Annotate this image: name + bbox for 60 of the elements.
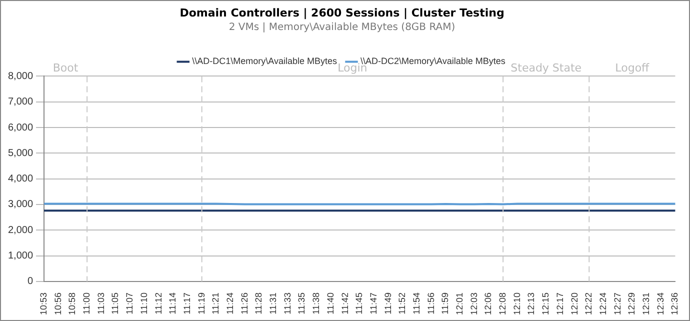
chart-subtitle: 2 VMs | Memory\Available MBytes (8GB RAM)	[228, 22, 456, 33]
x-tick-label: 11:12	[153, 292, 164, 314]
x-tick-label: 12:27	[612, 292, 622, 316]
x-tick-label: 12:24	[598, 292, 608, 316]
x-tick-label: 11:35	[296, 292, 307, 314]
x-tick-label: 11:17	[182, 292, 192, 314]
x-tick-label: 10:53	[38, 292, 49, 316]
x-tick-label: 11:42	[340, 292, 350, 314]
y-tick-label: 3,000	[8, 199, 34, 210]
x-tick-label: 12:10	[512, 292, 522, 316]
x-tick-label: 11:05	[110, 292, 120, 314]
chart-title: Domain Controllers | 2600 Sessions | Cluster Testing	[180, 6, 504, 20]
x-tick-label: 11:59	[440, 292, 450, 314]
x-tick-label: 11:07	[124, 292, 135, 314]
x-tick-label: 12:20	[569, 292, 580, 316]
x-tick-label: 11:28	[254, 292, 264, 314]
x-tick-label: 11:31	[268, 292, 278, 314]
x-tick-label: 12:03	[468, 292, 479, 316]
x-tick-label: 11:33	[282, 292, 292, 314]
x-tick-label: 10:58	[67, 292, 78, 316]
y-tick-label: 2,000	[8, 224, 34, 236]
x-tick-label: 11:00	[82, 292, 92, 314]
x-tick-label: 12:22	[584, 292, 594, 316]
x-tick-label: 11:49	[382, 292, 393, 314]
x-tick-label: 11:45	[354, 292, 364, 314]
x-tick-label: 11:26	[239, 292, 250, 314]
x-tick-label: 12:36	[670, 292, 680, 316]
x-tick-label: 11:14	[168, 292, 178, 314]
x-tick-label: 11:56	[426, 292, 436, 314]
x-tick-label: 12:34	[655, 292, 666, 316]
y-tick-label: 6,000	[8, 122, 34, 134]
x-tick-label: 11:24	[224, 292, 235, 314]
x-tick-label: 12:29	[626, 292, 637, 316]
x-tick-label: 12:15	[540, 292, 551, 316]
x-tick-label: 12:08	[498, 292, 508, 316]
y-tick-label: 8,000	[8, 70, 34, 82]
y-tick-label: 5,000	[8, 148, 34, 159]
ref-line-label: Steady State	[510, 62, 582, 75]
x-tick-label: 10:56	[52, 292, 63, 316]
x-tick-label: 12:06	[483, 292, 494, 316]
x-tick-label: 12:17	[554, 292, 565, 316]
x-tick-label: 11:19	[196, 292, 206, 314]
x-tick-label: 11:38	[311, 292, 322, 314]
x-tick-label: 11:21	[210, 292, 221, 314]
y-tick-label: 0	[27, 276, 34, 288]
x-tick-label: 11:47	[368, 292, 378, 314]
x-tick-label: 12:31	[640, 292, 651, 316]
x-tick-label: 12:01	[454, 292, 465, 316]
x-tick-label: 11:54	[411, 292, 422, 314]
x-tick-label: 11:10	[138, 292, 149, 314]
ref-line-label: Boot	[52, 62, 79, 75]
x-tick-label: 12:13	[526, 292, 536, 316]
x-tick-label: 11:40	[325, 292, 336, 314]
x-tick-label: 11:52	[397, 292, 408, 314]
y-tick-label: 1,000	[8, 250, 34, 262]
y-tick-label: 7,000	[8, 96, 34, 108]
text: Logoff	[615, 62, 650, 75]
x-tick-label: 11:03	[96, 292, 106, 314]
legend-label: \\AD-DC1\Memory\Available MBytes	[192, 56, 338, 66]
y-tick-label: 4,000	[8, 174, 34, 185]
